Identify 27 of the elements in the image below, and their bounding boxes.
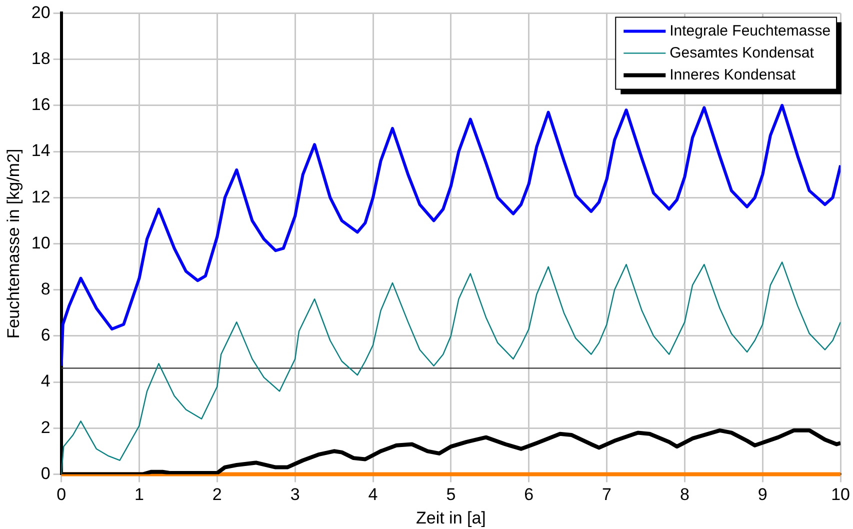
y-tick-label: 4 <box>40 372 50 391</box>
x-tick-label: 8 <box>680 485 690 504</box>
legend-label: Inneres Kondensat <box>670 66 796 84</box>
x-tick-label: 1 <box>134 485 144 504</box>
y-tick-label: 12 <box>31 187 50 206</box>
y-tick-label: 14 <box>31 141 50 160</box>
x-tick-label: 10 <box>831 485 850 504</box>
y-tick-label: 2 <box>40 418 50 437</box>
x-tick-label: 4 <box>368 485 378 504</box>
y-tick-label: 16 <box>31 95 50 114</box>
legend-label: Integrale Feuchtemasse <box>670 22 831 40</box>
y-tick-label: 20 <box>31 2 50 22</box>
x-tick-label: 6 <box>524 485 534 504</box>
x-tick-label: 9 <box>758 485 768 504</box>
x-tick-label: 7 <box>602 485 612 504</box>
y-tick-label: 10 <box>31 233 50 252</box>
y-tick-label: 18 <box>31 48 50 68</box>
y-tick-label: 8 <box>40 279 50 298</box>
x-axis-title: Zeit in [a] <box>416 508 486 528</box>
y-tick-label: 0 <box>40 464 50 483</box>
x-tick-label: 2 <box>212 485 222 504</box>
x-tick-label: 5 <box>446 485 456 504</box>
legend-label: Gesamtes Kondensat <box>670 44 815 62</box>
x-tick-label: 0 <box>56 485 66 504</box>
y-tick-label: 6 <box>40 326 50 345</box>
x-tick-label: 3 <box>290 485 300 504</box>
y-axis-title: Feuchtemasse in [kg/m2] <box>4 148 23 339</box>
